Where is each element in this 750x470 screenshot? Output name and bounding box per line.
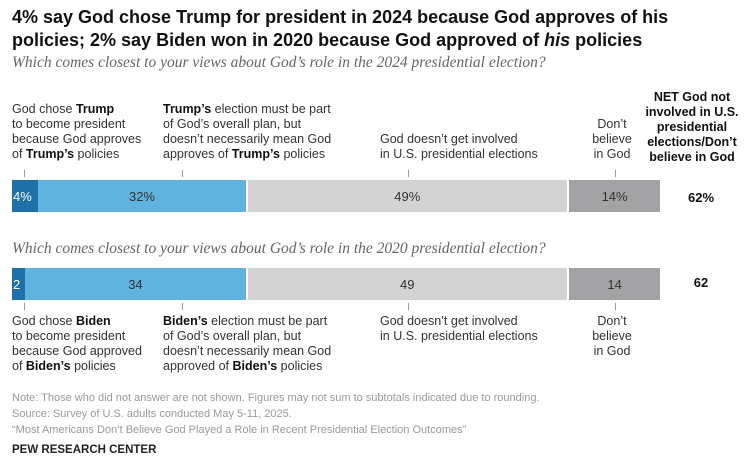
net-value-2020: 62 — [693, 275, 709, 290]
data-label: 34 — [128, 276, 143, 292]
bar-segment: 14 — [568, 268, 661, 300]
data-label: 49 — [400, 276, 415, 292]
bar-segment: 49 — [247, 268, 567, 300]
chart-title: 4% say God chose Trump for president in … — [12, 7, 669, 50]
leader-tick — [408, 303, 410, 310]
category-label: Don’t believe in God — [592, 117, 632, 161]
net-value-2024: 62% — [687, 190, 715, 205]
leader-tick — [182, 303, 183, 310]
net-header: NET God not involved in U.S. presidentia… — [645, 90, 739, 164]
data-label: 49% — [394, 188, 421, 204]
bar-segment: 2 — [12, 268, 27, 300]
leader-tick — [24, 303, 25, 310]
data-label: 14 — [607, 276, 622, 292]
note-text: Note: Those who did not answer are not s… — [12, 392, 540, 404]
question-2024: Which comes closest to your views about … — [12, 54, 546, 71]
leader-tick — [24, 170, 25, 177]
category-label: God doesn’t get involved in U.S. presiden… — [380, 132, 538, 161]
bar-segment: 34 — [25, 268, 246, 300]
leader-tick — [182, 170, 183, 177]
bar-segment: 4% — [12, 180, 40, 212]
report-title: “Most Americans Don’t Believe God Played… — [12, 424, 467, 436]
leader-tick — [408, 170, 410, 177]
category-label: Don’t believe in God — [592, 314, 632, 358]
data-label: 2 — [13, 276, 21, 292]
leader-tick — [614, 303, 616, 310]
bar-segment: 14% — [568, 180, 661, 212]
bar-segment: 49% — [247, 180, 567, 212]
data-label: 4% — [13, 188, 32, 204]
category-label: God doesn’t get involved in U.S. presiden… — [380, 314, 538, 343]
category-label: God chose Biden to become president becaus… — [12, 314, 142, 373]
question-2020: Which comes closest to your views about … — [12, 240, 546, 257]
category-label: Biden’s election must be part of God’s ov… — [163, 314, 332, 373]
category-label: Trump’s election must be part of God’s ov… — [163, 102, 332, 161]
data-label: 14% — [601, 188, 628, 204]
category-label: God chose Trump to become president becaus… — [12, 102, 142, 161]
source-text: Source: Survey of U.S. adults conducted … — [12, 408, 292, 420]
bar-segment: 32% — [38, 180, 246, 212]
data-label: 32% — [128, 188, 155, 204]
pew-logo-text: PEW RESEARCH CENTER — [12, 444, 157, 456]
leader-tick — [614, 170, 616, 177]
